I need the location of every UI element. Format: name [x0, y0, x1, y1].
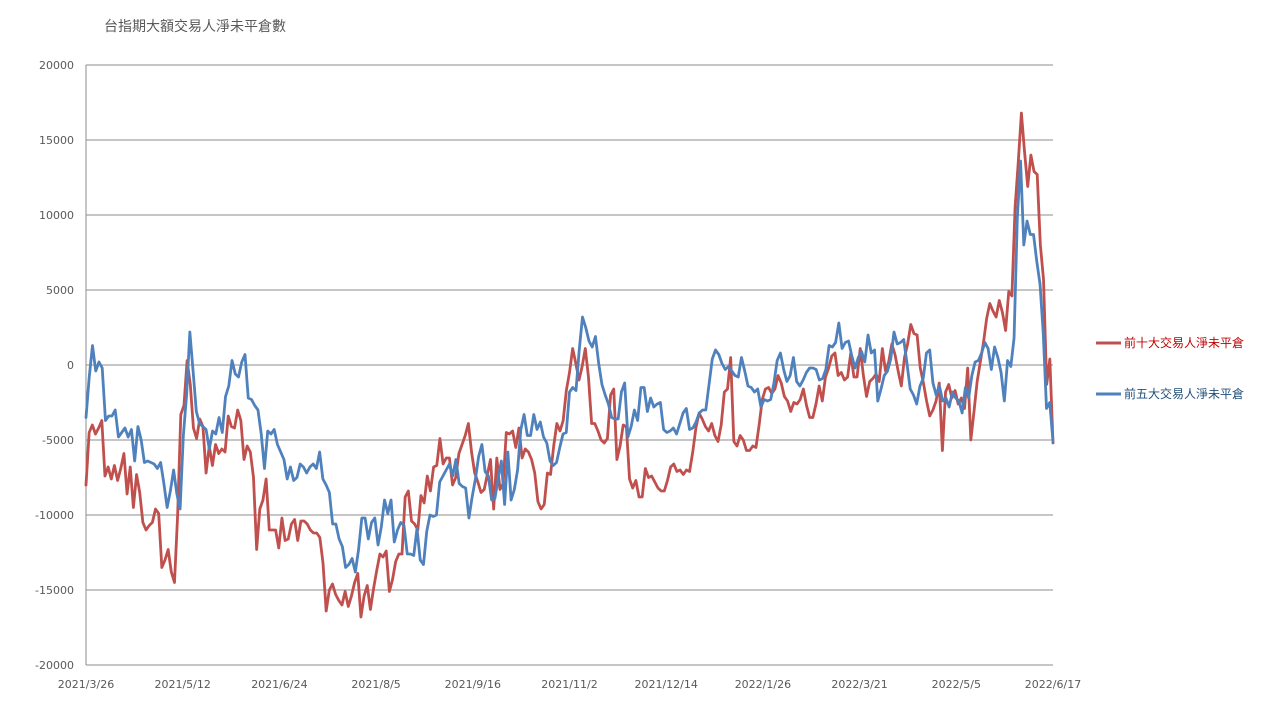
x-tick-label: 2021/8/5 [351, 678, 400, 691]
x-tick-label: 2021/6/24 [251, 678, 307, 691]
series-line-2 [84, 159, 1055, 574]
y-tick-label: -20000 [35, 659, 74, 672]
x-tick-label: 2021/12/14 [634, 678, 697, 691]
y-tick-label: -5000 [42, 434, 74, 447]
y-tick-label: 0 [67, 359, 74, 372]
legend-label: 前十大交易人淨未平倉 [1124, 335, 1244, 350]
y-tick-label: 15000 [39, 134, 74, 147]
chart-title: 台指期大額交易人淨未平倉數 [104, 18, 286, 35]
y-tick-label: -10000 [35, 509, 74, 522]
y-tick-label: -15000 [35, 584, 74, 597]
x-tick-label: 2022/6/17 [1025, 678, 1081, 691]
legend-label: 前五大交易人淨未平倉 [1124, 386, 1244, 401]
x-tick-label: 2022/1/26 [735, 678, 791, 691]
x-tick-label: 2022/5/5 [932, 678, 981, 691]
y-tick-label: 20000 [39, 59, 74, 72]
y-tick-label: 10000 [39, 209, 74, 222]
x-tick-label: 2021/3/26 [58, 678, 114, 691]
x-tick-label: 2021/9/16 [445, 678, 501, 691]
y-tick-label: 5000 [46, 284, 74, 297]
x-tick-label: 2022/3/21 [831, 678, 887, 691]
x-tick-label: 2021/5/12 [154, 678, 210, 691]
x-tick-label: 2021/11/2 [541, 678, 597, 691]
